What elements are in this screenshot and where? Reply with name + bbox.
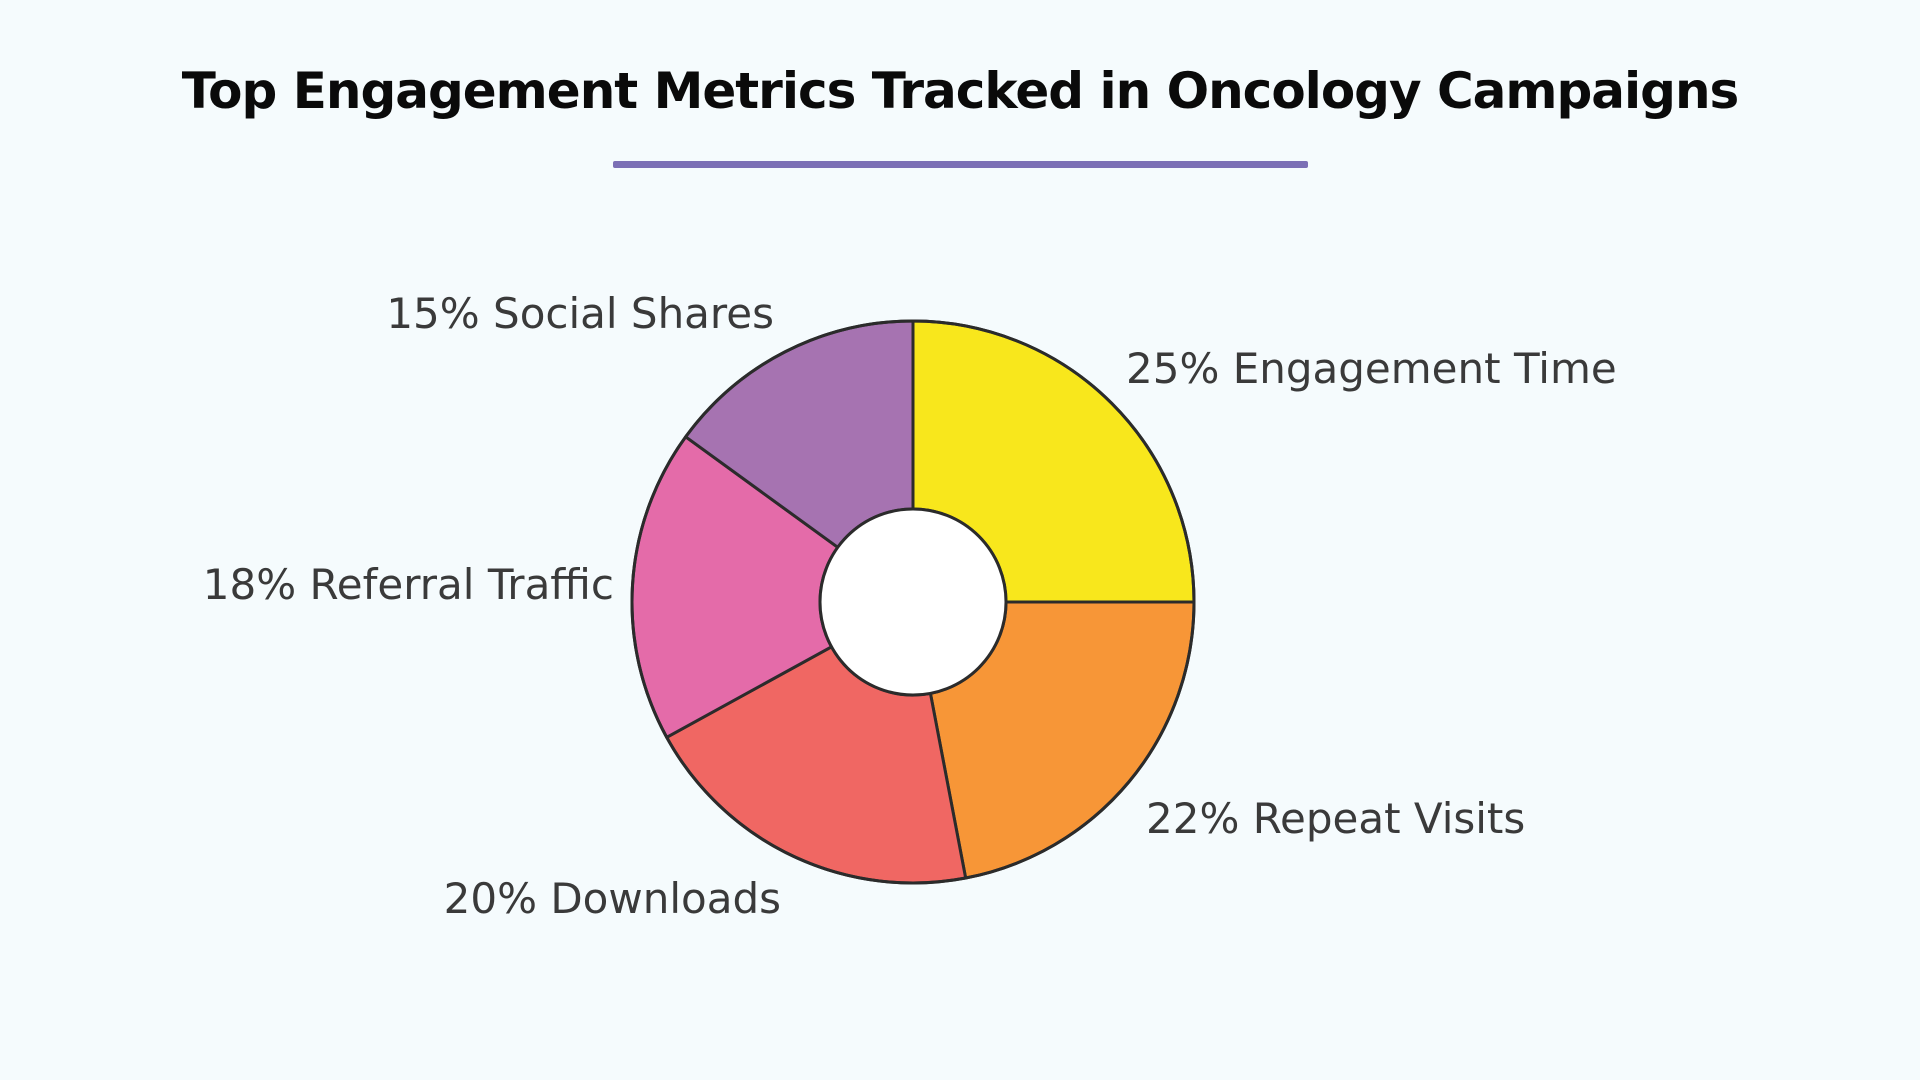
title-underline (613, 161, 1308, 168)
donut-hole (818, 507, 1008, 697)
label-social-shares: 15% Social Shares (386, 289, 774, 338)
label-repeat-visits: 22% Repeat Visits (1146, 794, 1525, 843)
label-referral-traffic: 18% Referral Traffic (203, 560, 614, 609)
label-engagement-time: 25% Engagement Time (1126, 344, 1617, 393)
chart-title: Top Engagement Metrics Tracked in Oncolo… (181, 62, 1740, 120)
label-downloads: 20% Downloads (444, 874, 781, 923)
donut-outer-outline (630, 319, 1196, 885)
